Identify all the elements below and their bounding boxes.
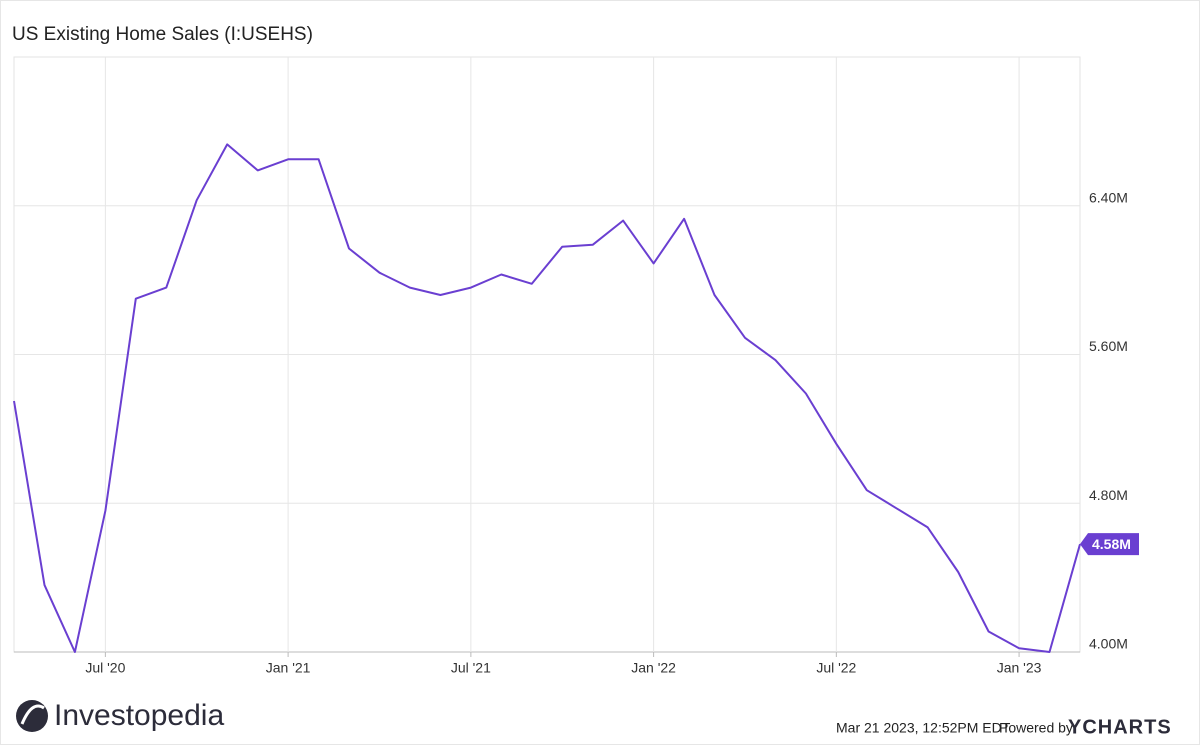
brand-logo: Investopedia: [16, 699, 224, 732]
chart-title: US Existing Home Sales (I:USEHS): [12, 24, 313, 45]
powered-by: Powered by: [999, 720, 1073, 736]
value-label-box: [1080, 533, 1139, 556]
y-tick-label: 4.00M: [1089, 636, 1128, 652]
logo-swoosh: [20, 704, 45, 725]
x-tick-label: Jul '20: [85, 660, 125, 676]
x-tick-label: Jan '21: [266, 660, 311, 676]
timestamp: Mar 21 2023, 12:52PM EDT.: [836, 720, 1013, 736]
series-line: [13, 143, 1081, 653]
x-tick-label: Jan '23: [997, 660, 1042, 676]
x-tick-label: Jul '21: [451, 660, 491, 676]
logo-circle: [16, 700, 48, 732]
value-label-text: 4.58M: [1092, 536, 1131, 552]
value-label: 4.58M: [1080, 533, 1139, 556]
brand: Investopedia: [54, 699, 224, 732]
x-tick-label: Jan '22: [631, 660, 676, 676]
y-tick-label: 6.40M: [1089, 189, 1128, 205]
y-tick-label: 4.80M: [1089, 487, 1128, 503]
y-tick-label: 5.60M: [1089, 338, 1128, 354]
x-tick-label: Jul '22: [816, 660, 856, 676]
source: YCHARTS: [1068, 716, 1172, 738]
